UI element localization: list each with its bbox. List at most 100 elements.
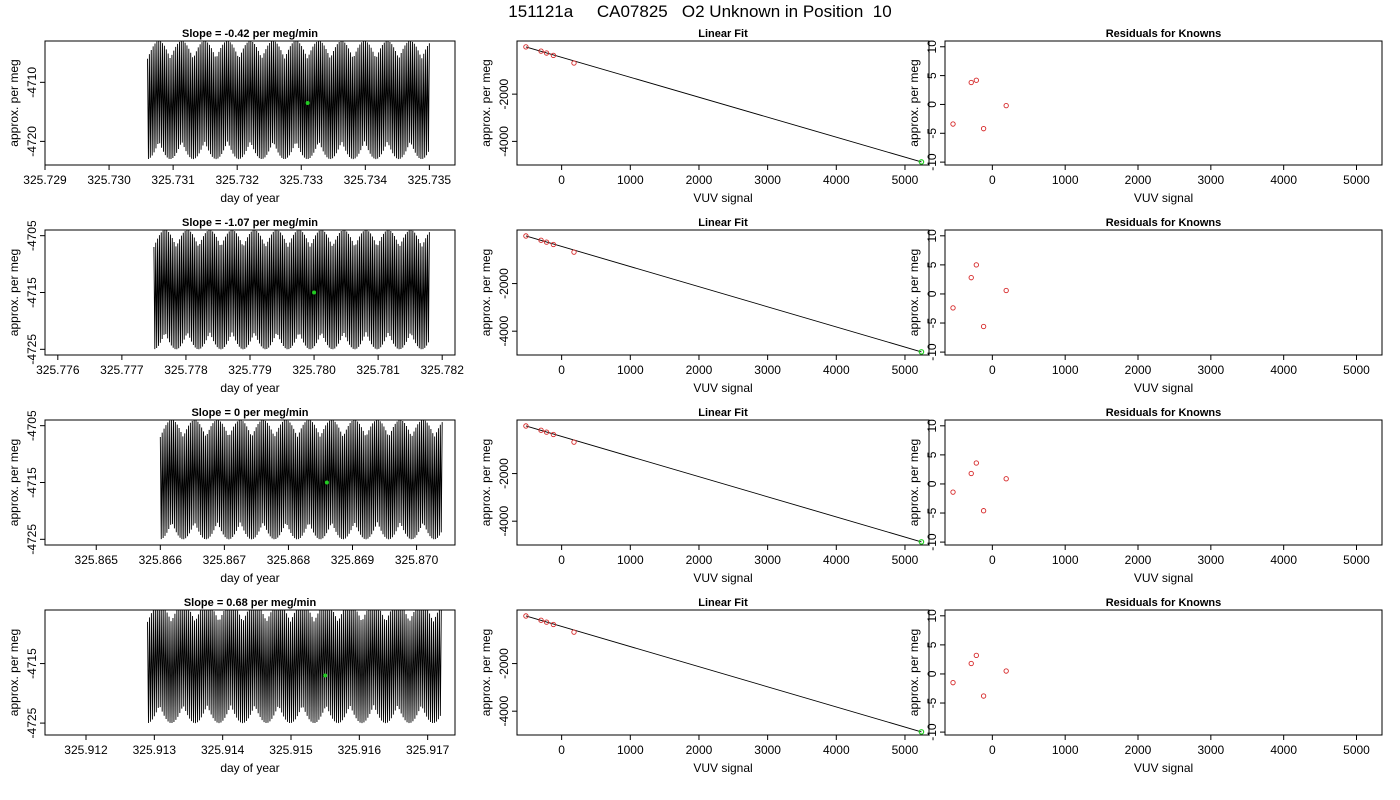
x-axis-label: day of year	[220, 761, 279, 775]
residual-point	[950, 489, 956, 495]
y-axis-label: approx. per meg	[7, 629, 21, 716]
x-tick-label: 325.782	[420, 363, 464, 377]
x-tick-label: 2000	[686, 173, 713, 187]
x-tick-label: 4000	[1270, 173, 1297, 187]
known-point	[523, 613, 529, 619]
x-tick-label: 325.731	[151, 173, 195, 187]
y-axis-label: approx. per meg	[907, 59, 921, 146]
x-tick-label: 325.865	[75, 553, 119, 567]
known-point	[543, 50, 550, 56]
unknown-point	[918, 159, 925, 165]
x-tick-label: 325.914	[201, 743, 245, 757]
residual-point	[980, 693, 987, 699]
known-point	[523, 423, 529, 429]
y-tick-label: -4000	[497, 506, 511, 537]
x-tick-label: 0	[558, 363, 565, 377]
residual-point	[1003, 102, 1009, 109]
x-tick-label: 1000	[1052, 553, 1079, 567]
x-tick-label: 325.913	[133, 743, 177, 757]
x-axis-label: VUV signal	[1134, 191, 1193, 205]
x-tick-label: 2000	[1125, 743, 1152, 757]
x-tick-label: 2000	[686, 743, 713, 757]
x-tick-label: 1000	[617, 553, 644, 567]
panel-title: Residuals for Knowns	[1106, 407, 1222, 419]
x-axis-label: VUV signal	[693, 571, 752, 585]
y-tick-label: 10	[925, 609, 939, 623]
x-tick-label: 325.780	[292, 363, 336, 377]
x-tick-label: 2000	[686, 553, 713, 567]
x-tick-label: 325.735	[408, 173, 452, 187]
residual-point	[1003, 476, 1009, 482]
panel-linfit-2: Linear Fit 0 1000 2000 3000 4000 5000 -2000 -400…	[479, 217, 930, 395]
panel-title: Residuals for Knowns	[1106, 28, 1222, 40]
x-tick-label: 1000	[617, 743, 644, 757]
y-axis-label: approx. per meg	[7, 59, 21, 146]
known-point	[571, 249, 577, 255]
known-point	[543, 429, 550, 435]
residual-point	[968, 470, 974, 477]
unknown-point	[918, 349, 925, 355]
panel-linfit-1: Linear Fit 0 1000 2000 3000 4000 5000 -2000 -400…	[479, 28, 930, 205]
plot-frame	[944, 419, 1383, 546]
panel-residuals-4: Residuals for Knowns 0 1000 2000 3000 4000 500…	[907, 597, 1383, 775]
x-axis-label: VUV signal	[693, 761, 752, 775]
residual-point	[973, 460, 979, 466]
known-point	[550, 431, 557, 438]
x-tick-label: 325.916	[338, 743, 382, 757]
plot-frame	[944, 609, 1383, 736]
residual-point	[950, 121, 956, 127]
x-tick-label: 1000	[1052, 363, 1079, 377]
signal-series-line	[153, 230, 430, 350]
y-axis-label: approx. per meg	[479, 629, 493, 716]
y-tick-label: -4000	[497, 126, 511, 157]
highlight-point	[305, 101, 310, 105]
known-point	[543, 619, 550, 625]
y-tick-label: -4710	[25, 67, 39, 98]
y-tick-label: 5	[925, 261, 939, 268]
x-tick-label: 325.732	[215, 173, 259, 187]
x-tick-label: 325.915	[269, 743, 313, 757]
x-tick-label: 325.777	[100, 363, 144, 377]
x-tick-label: 325.912	[64, 743, 108, 757]
panel-residuals-3: Residuals for Knowns 0 1000 2000 3000 4000 500…	[907, 407, 1383, 585]
y-tick-label: 0	[925, 101, 939, 108]
y-tick-label: 0	[925, 670, 939, 677]
y-tick-label: -2000	[497, 648, 511, 679]
x-tick-label: 5000	[892, 363, 919, 377]
panel-title: Residuals for Knowns	[1106, 217, 1222, 229]
plot-frame	[516, 40, 930, 166]
x-tick-label: 4000	[1270, 363, 1297, 377]
x-axis-label: VUV signal	[1134, 571, 1193, 585]
plot-frame	[516, 419, 930, 546]
unknown-point	[918, 539, 925, 545]
x-axis-label: VUV signal	[693, 381, 752, 395]
known-point	[571, 439, 577, 445]
residual-point	[950, 305, 956, 311]
x-tick-label: 3000	[754, 743, 781, 757]
x-tick-label: 325.781	[356, 363, 400, 377]
y-tick-label: -10	[925, 533, 939, 551]
residual-point	[1003, 287, 1009, 294]
x-tick-label: 5000	[892, 173, 919, 187]
x-tick-label: 2000	[1125, 553, 1152, 567]
x-tick-label: 4000	[823, 173, 850, 187]
known-point	[523, 233, 529, 239]
x-tick-label: 325.730	[87, 173, 131, 187]
panel-residuals-1: Residuals for Knowns 0 1000 2000 3000 4000 500…	[907, 28, 1383, 205]
fit-line	[525, 425, 922, 543]
plot-frame	[516, 229, 930, 356]
x-tick-label: 325.917	[406, 743, 450, 757]
x-tick-label: 1000	[1052, 173, 1079, 187]
panel-title: Linear Fit	[698, 217, 748, 229]
x-tick-label: 3000	[1197, 553, 1224, 567]
y-tick-label: -4000	[497, 316, 511, 347]
x-axis-label: VUV signal	[1134, 761, 1193, 775]
page-title: 151121a CA07825 O2 Unknown in Position 1…	[508, 2, 892, 21]
residual-point	[1003, 668, 1009, 674]
panel-title: Slope = 0.68 per meg/min	[184, 597, 317, 609]
y-tick-label: -5	[925, 128, 939, 139]
x-tick-label: 0	[558, 743, 565, 757]
residual-point	[968, 660, 974, 667]
y-tick-label: 10	[925, 40, 939, 54]
y-axis-label: approx. per meg	[907, 439, 921, 526]
